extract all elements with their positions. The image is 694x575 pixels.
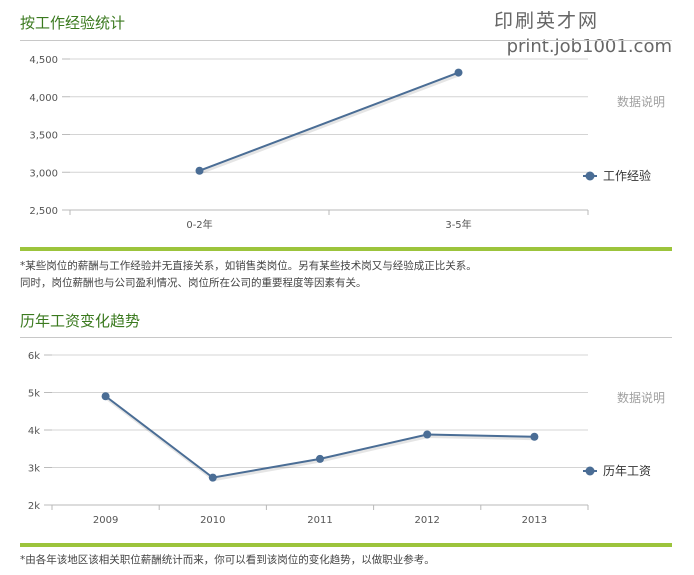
y-tick-label: 4,500: [29, 55, 58, 66]
y-tick-label: 6k: [28, 351, 40, 362]
data-point: [101, 392, 110, 401]
title-divider: [20, 337, 672, 338]
experience-note: *某些岗位的薪酬与工作经验并无直接关系，如销售类岗位。另有某些技术岗又与经验成正…: [20, 258, 680, 292]
legend-label: 工作经验: [603, 168, 651, 183]
x-tick-label: 2013: [522, 515, 547, 526]
experience-note-line1: *某些岗位的薪酬与工作经验并无直接关系，如销售类岗位。另有某些技术岗又与经验成正…: [20, 260, 477, 272]
title-divider: [20, 40, 672, 41]
watermark-site-url: print.job1001.com: [506, 36, 672, 57]
watermark: 印刷英才网 print.job1001.com: [494, 8, 672, 60]
y-tick-label: 2,500: [29, 206, 58, 217]
series-line: [199, 71, 459, 172]
y-tick-label: 3k: [28, 464, 40, 475]
y-tick-label: 5k: [28, 389, 40, 400]
section-divider: [20, 543, 672, 547]
data-point: [530, 432, 539, 441]
data-point: [195, 166, 204, 175]
y-tick-label: 4,000: [29, 93, 58, 104]
trend-note: *由各年该地区该相关职位薪酬统计而来，你可以看到该岗位的变化趋势，以做职业参考。: [20, 552, 680, 569]
x-tick-label: 2012: [414, 515, 439, 526]
data-explanation-label: 数据说明: [617, 390, 665, 405]
section-title-experience: 按工作经验统计: [20, 14, 126, 32]
section-title-trend: 历年工资变化趋势: [20, 312, 141, 330]
data-point: [316, 454, 324, 463]
legend-marker: [585, 171, 595, 181]
series-line-shadow: [199, 73, 461, 175]
data-point: [454, 68, 463, 77]
experience-note-line2: 同时，岗位薪酬也与公司盈利情况、岗位所在公司的重要程度等因素有关。: [20, 277, 367, 289]
legend-marker: [585, 466, 595, 476]
data-explanation-label: 数据说明: [617, 94, 665, 109]
x-tick-label: 2009: [93, 515, 118, 526]
legend-label: 历年工资: [603, 464, 651, 478]
trend-note-line1: *由各年该地区该相关职位薪酬统计而来，你可以看到该岗位的变化趋势，以做职业参考。: [20, 554, 435, 566]
x-tick-label: 2011: [307, 515, 332, 526]
experience-salary-chart: 2,500 3,000 3,500 4,000 4,500 0-2年 3-5年 数据说明工作经…: [29, 55, 665, 231]
y-tick-label: 3,500: [29, 131, 58, 142]
y-tick-label: 4k: [28, 426, 40, 437]
y-tick-label: 3,000: [29, 168, 58, 179]
x-tick-label: 2010: [200, 515, 225, 526]
watermark-site-name: 印刷英才网: [493, 10, 599, 32]
y-tick-label: 2k: [28, 501, 40, 512]
x-tick-label: 0-2年: [186, 218, 212, 231]
data-point: [423, 430, 432, 439]
data-point: [208, 473, 217, 482]
x-tick-label: 3-5年: [445, 218, 471, 231]
section-divider: [20, 247, 672, 251]
